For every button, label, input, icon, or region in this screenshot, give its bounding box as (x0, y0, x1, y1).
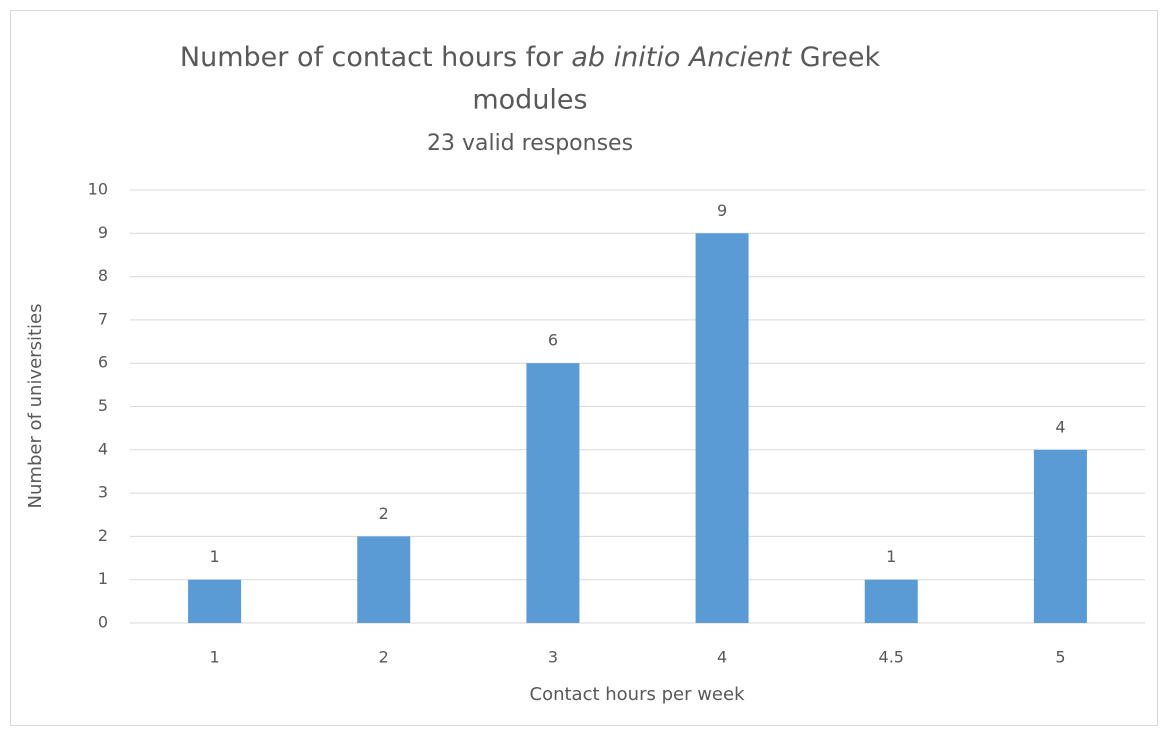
x-tick-label: 4.5 (879, 648, 904, 667)
title-part: Greek (791, 42, 880, 73)
y-tick-label: 8 (98, 266, 108, 285)
chart-frame (10, 10, 1158, 726)
x-axis-label: Contact hours per week (530, 684, 746, 705)
data-label: 1 (886, 547, 896, 566)
data-label: 4 (1055, 417, 1065, 436)
title-part: ab initio Ancient (571, 42, 792, 73)
x-tick-label: 2 (379, 648, 389, 667)
bar (526, 363, 580, 623)
y-tick-label: 1 (98, 569, 108, 588)
y-axis-label: Number of universities (25, 304, 46, 509)
x-tick-label: 5 (1055, 648, 1065, 667)
y-tick-label: 4 (98, 439, 108, 458)
y-tick-label: 9 (98, 223, 108, 242)
y-tick-label: 6 (98, 353, 108, 372)
chart-subtitle: 23 valid responses (427, 131, 633, 156)
y-tick-label: 3 (98, 483, 108, 502)
x-tick-label: 4 (717, 648, 727, 667)
bar (864, 579, 918, 623)
x-tick-label: 1 (209, 648, 219, 667)
y-tick-label: 7 (98, 309, 108, 328)
chart-title: modules (472, 85, 587, 116)
bar (357, 536, 411, 623)
y-tick-label: 2 (98, 526, 108, 545)
x-tick-label: 3 (548, 648, 558, 667)
y-tick-label: 10 (88, 180, 108, 199)
data-label: 1 (209, 547, 219, 566)
y-tick-label: 0 (98, 613, 108, 632)
data-label: 9 (717, 201, 727, 220)
bar (1033, 449, 1087, 623)
chart-title: Number of contact hours for ab initio An… (180, 42, 881, 73)
bar (695, 233, 749, 624)
data-label: 2 (379, 504, 389, 523)
bar (188, 579, 242, 623)
title-part: Number of contact hours for (180, 42, 571, 73)
y-tick-label: 5 (98, 396, 108, 415)
data-label: 6 (548, 331, 558, 350)
